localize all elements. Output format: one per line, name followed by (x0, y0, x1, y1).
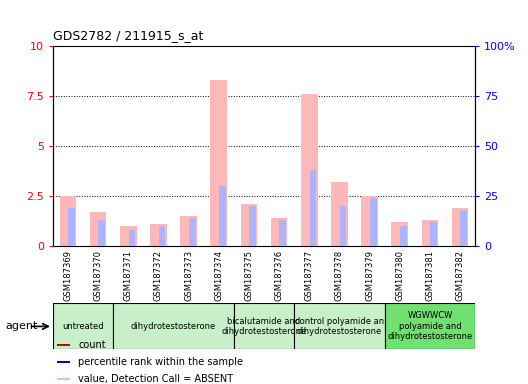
Bar (128, 230, 135, 246)
Bar (234, 303, 294, 349)
Bar (98, 220, 105, 246)
Text: GSM187378: GSM187378 (335, 250, 344, 301)
Bar (57, 361, 70, 363)
Bar (120, 226, 137, 246)
Text: GSM187376: GSM187376 (275, 250, 284, 301)
Text: GSM187380: GSM187380 (395, 250, 404, 301)
Text: GSM187379: GSM187379 (365, 250, 374, 301)
Text: GDS2782 / 211915_s_at: GDS2782 / 211915_s_at (53, 29, 203, 42)
Bar (400, 226, 407, 246)
Bar (159, 226, 165, 246)
Bar (241, 204, 257, 246)
Bar (452, 208, 468, 246)
Bar (422, 220, 438, 246)
Bar (331, 182, 348, 246)
Text: untreated: untreated (62, 322, 104, 331)
Text: GSM187374: GSM187374 (214, 250, 223, 301)
Bar (60, 196, 76, 246)
Text: agent: agent (5, 321, 37, 331)
Bar (430, 222, 437, 246)
Bar (361, 196, 378, 246)
Bar (113, 303, 234, 349)
Text: percentile rank within the sample: percentile rank within the sample (78, 357, 243, 367)
Bar (370, 198, 376, 246)
Bar (211, 80, 227, 246)
Bar (180, 216, 197, 246)
Text: dihydrotestosterone: dihydrotestosterone (131, 322, 216, 331)
Bar (57, 344, 70, 346)
Bar (189, 218, 195, 246)
Bar (340, 206, 346, 246)
Text: GSM187377: GSM187377 (305, 250, 314, 301)
Text: value, Detection Call = ABSENT: value, Detection Call = ABSENT (78, 374, 233, 384)
Bar (391, 222, 408, 246)
Bar (249, 206, 256, 246)
Text: control polyamide an
dihydrotestosterone: control polyamide an dihydrotestosterone (295, 317, 384, 336)
Text: GSM187382: GSM187382 (456, 250, 465, 301)
Bar (219, 186, 225, 246)
Bar (294, 303, 385, 349)
Text: bicalutamide and
dihydrotestosterone: bicalutamide and dihydrotestosterone (221, 317, 307, 336)
Bar (150, 224, 167, 246)
Text: WGWWCW
polyamide and
dihydrotestosterone: WGWWCW polyamide and dihydrotestosterone (388, 311, 473, 341)
Text: GSM187372: GSM187372 (154, 250, 163, 301)
Text: GSM187369: GSM187369 (63, 250, 72, 301)
Text: count: count (78, 339, 106, 350)
Bar (279, 220, 286, 246)
Bar (90, 212, 106, 246)
Bar (460, 210, 467, 246)
Bar (57, 378, 70, 380)
Bar (271, 218, 287, 246)
Bar (309, 170, 316, 246)
Bar (385, 303, 475, 349)
Text: GSM187370: GSM187370 (93, 250, 102, 301)
Text: GSM187381: GSM187381 (426, 250, 435, 301)
Text: GSM187371: GSM187371 (124, 250, 133, 301)
Text: GSM187373: GSM187373 (184, 250, 193, 301)
Text: GSM187375: GSM187375 (244, 250, 253, 301)
Bar (301, 94, 317, 246)
Bar (53, 303, 113, 349)
Bar (68, 208, 75, 246)
